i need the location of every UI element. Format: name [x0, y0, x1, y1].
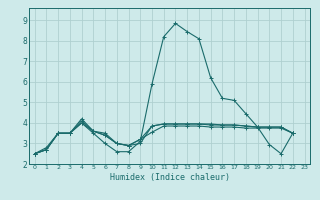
X-axis label: Humidex (Indice chaleur): Humidex (Indice chaleur): [109, 173, 229, 182]
